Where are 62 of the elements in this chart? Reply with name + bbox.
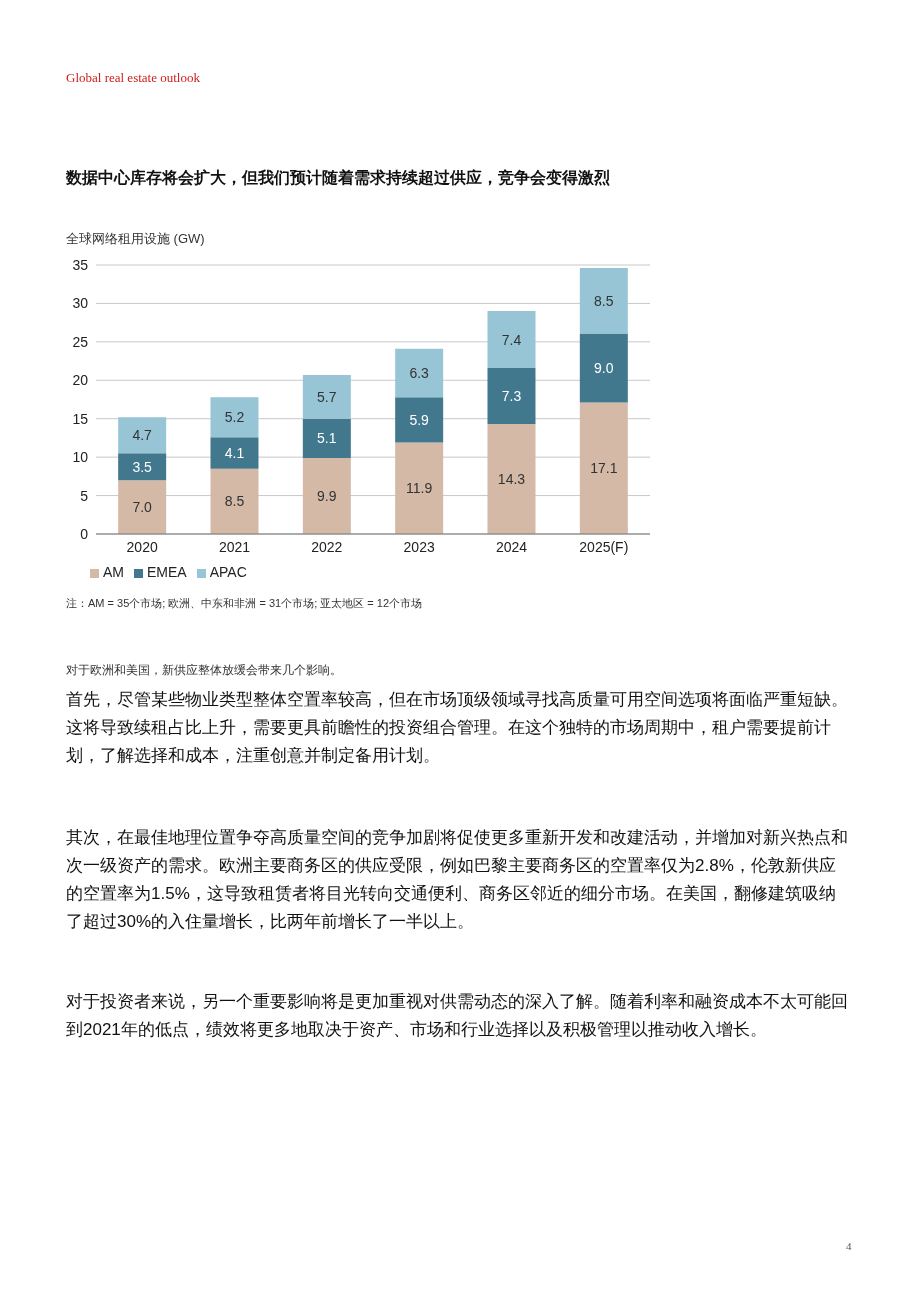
text: 其次，在最佳地理位置争夺高质量空间的竞争加剧将促使更多重新开发和改建活动，并增加对新兴热点和次一级资产的需求。欧洲主要商务区的供应受限，例如巴黎主要商务区的空置率仅为2.8%，伦敦新供应的空置率为1.5%，这导致租赁者将目光转向交通便利、商务区邻近的细分市场。在美国，翻修建筑吸纳了超过30%的入住量增长，比两年前增长了一半以上。	[66, 827, 849, 933]
bar	[487, 367, 536, 425]
data-label: 9.0	[594, 359, 614, 376]
chart-title: 数据中心库存将会扩大，但我们预计随着需求持续超过供应，竞争会变得激烈	[66, 168, 610, 188]
data-label: 7.3	[501, 388, 522, 405]
bar	[302, 374, 351, 419]
y-tick-label: 5	[80, 487, 89, 504]
bar	[118, 480, 167, 534]
data-label: 5.9	[409, 411, 430, 428]
text: Global real estate outlook	[66, 70, 200, 86]
y-tick-label: 25	[72, 333, 89, 350]
legend-label: EMEA	[147, 564, 187, 580]
bar	[579, 268, 628, 334]
data-label: 11.9	[406, 480, 433, 497]
y-tick-label: 0	[80, 525, 89, 542]
bar	[579, 402, 628, 534]
data-label: 8.5	[594, 292, 614, 309]
bar	[487, 424, 536, 534]
y-tick-label: 20	[72, 372, 89, 389]
bar	[302, 457, 351, 534]
bar	[210, 437, 259, 469]
data-label: 5.7	[317, 388, 337, 405]
data-label: 4.7	[132, 427, 153, 444]
text: 对于欧洲和美国，新供应整体放缓会带来几个影响。	[66, 662, 342, 679]
x-tick-label: 2021	[218, 538, 251, 555]
bar	[210, 468, 259, 534]
data-label: 7.4	[501, 331, 522, 348]
y-axis-title: 全球网络租用设施 (GW)	[66, 230, 205, 248]
data-label: 14.3	[497, 471, 526, 488]
data-label: 6.3	[409, 364, 430, 381]
bar	[487, 311, 536, 368]
text: 注：AM = 35个市场; 欧洲、中东和非洲 = 31个市场; 亚太地区 = 12个市场	[66, 596, 423, 611]
bar	[118, 453, 167, 481]
bar	[118, 417, 167, 454]
x-tick-label: 2020	[126, 538, 158, 555]
x-tick-label: 2024	[495, 538, 528, 555]
bar	[395, 397, 444, 443]
text: 4	[846, 1240, 852, 1252]
data-label: 5.1	[317, 430, 337, 447]
data-label: 3.5	[132, 458, 153, 475]
bar	[395, 348, 444, 398]
text: 首先，尽管某些物业类型整体空置率较高，但在市场顶级领域寻找高质量可用空间选项将面临严重短缺。这将导致续租占比上升，需要更具前瞻性的投资组合管理。在这个独特的市场周期中，租户需要提前计划，了解选择和成本，注重创意并制定备用计划。	[66, 689, 849, 767]
bar	[302, 418, 351, 458]
data-label: 7.0	[132, 499, 153, 516]
data-label: 8.5	[224, 493, 245, 510]
text: 对于投资者来说，另一个重要影响将是更加重视对供需动态的深入了解。随着利率和融资成本不太可能回到2021年的低点，绩效将更多地取决于资产、市场和行业选择以及积极管理以推动收入增长。	[66, 991, 849, 1041]
bar	[579, 333, 628, 403]
y-tick-label: 35	[72, 256, 89, 273]
data-label: 17.1	[590, 460, 618, 477]
data-label: 5.2	[224, 409, 245, 426]
y-tick-label: 15	[72, 410, 89, 427]
data-label: 9.9	[317, 487, 337, 504]
bar	[395, 442, 444, 534]
x-tick-label: 2022	[311, 538, 343, 555]
y-tick-label: 10	[72, 449, 89, 466]
legend-label: AM	[103, 564, 124, 580]
y-tick-label: 30	[72, 295, 89, 312]
legend-label: APAC	[209, 564, 247, 580]
x-tick-label: 2025(F)	[579, 538, 629, 555]
data-label: 4.1	[224, 444, 245, 461]
bar	[210, 397, 259, 438]
x-tick-label: 2023	[403, 538, 435, 555]
